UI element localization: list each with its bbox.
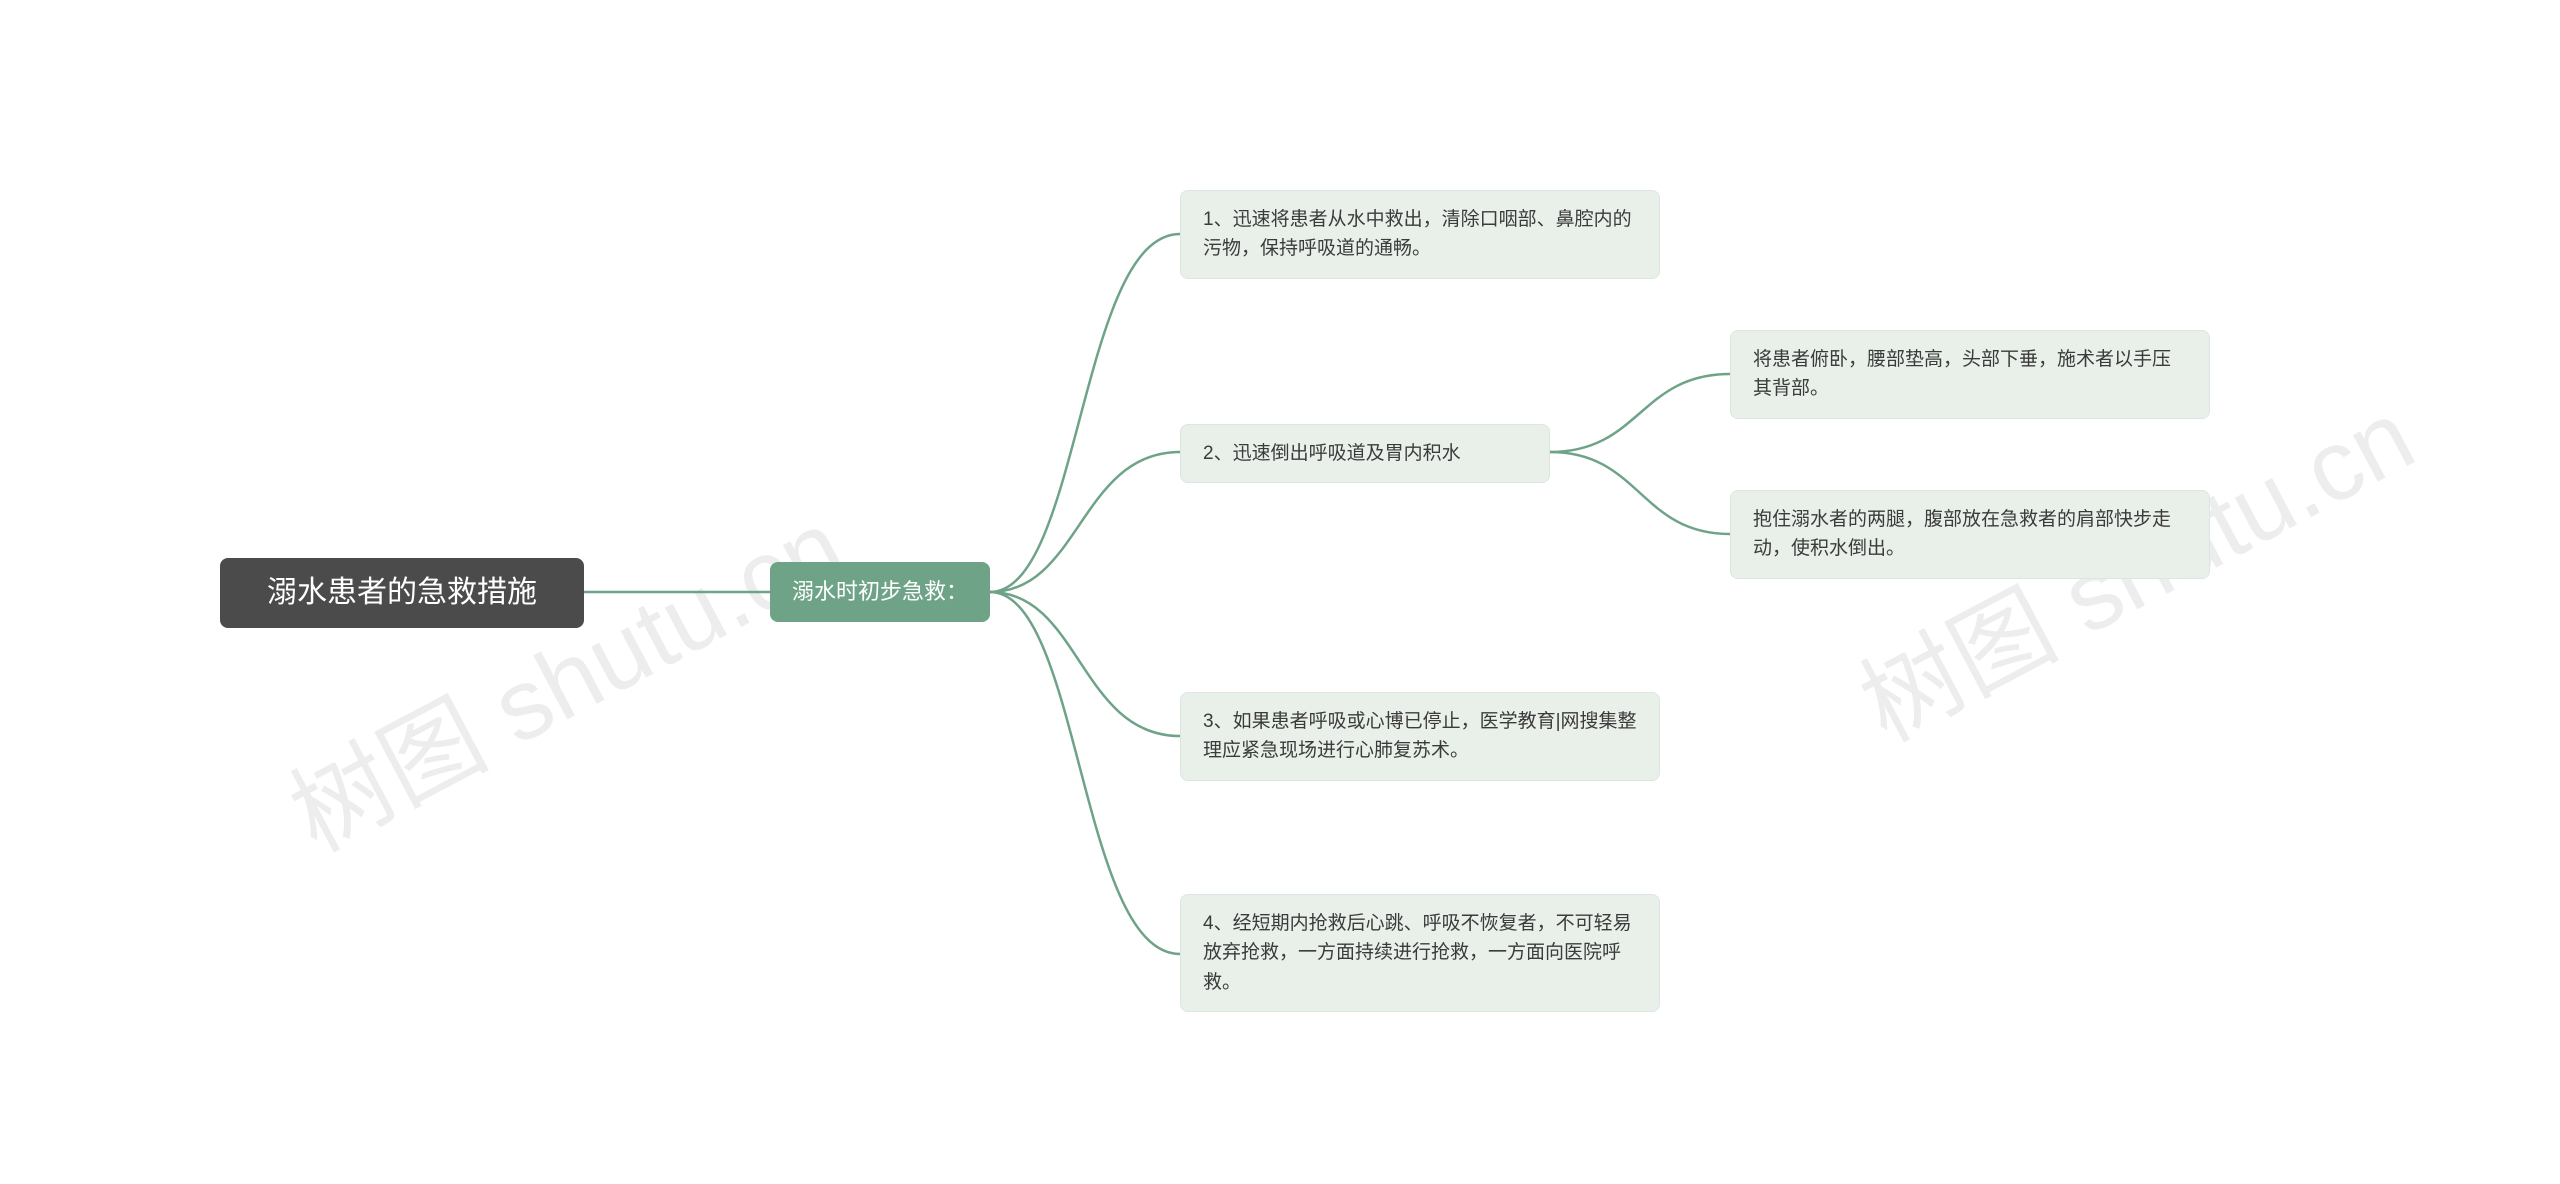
root-node[interactable]: 溺水患者的急救措施 [220,558,584,628]
node-label: 抱住溺水者的两腿，腹部放在急救者的肩部快步走动，使积水倒出。 [1753,505,2187,564]
node-label: 2、迅速倒出呼吸道及胃内积水 [1203,439,1461,468]
level2-node-3[interactable]: 3、如果患者呼吸或心博已停止，医学教育|网搜集整理应紧急现场进行心肺复苏术。 [1180,692,1660,781]
level3-node-2b[interactable]: 抱住溺水者的两腿，腹部放在急救者的肩部快步走动，使积水倒出。 [1730,490,2210,579]
level2-node-1[interactable]: 1、迅速将患者从水中救出，清除口咽部、鼻腔内的污物，保持呼吸道的通畅。 [1180,190,1660,279]
node-label: 将患者俯卧，腰部垫高，头部下垂，施术者以手压其背部。 [1753,345,2187,404]
level2-node-2[interactable]: 2、迅速倒出呼吸道及胃内积水 [1180,424,1550,483]
node-label: 4、经短期内抢救后心跳、呼吸不恢复者，不可轻易放弃抢救，一方面持续进行抢救，一方… [1203,909,1637,997]
level1-node[interactable]: 溺水时初步急救： [770,562,990,622]
mindmap-canvas: 树图 shutu.cn 树图 shutu.cn 溺水患者的急救措施 溺水时初步急… [0,0,2560,1184]
watermark: 树图 shutu.cn [261,466,864,878]
level1-label: 溺水时初步急救： [792,575,968,609]
level2-node-4[interactable]: 4、经短期内抢救后心跳、呼吸不恢复者，不可轻易放弃抢救，一方面持续进行抢救，一方… [1180,894,1660,1012]
level3-node-2a[interactable]: 将患者俯卧，腰部垫高，头部下垂，施术者以手压其背部。 [1730,330,2210,419]
node-label: 1、迅速将患者从水中救出，清除口咽部、鼻腔内的污物，保持呼吸道的通畅。 [1203,205,1637,264]
node-label: 3、如果患者呼吸或心博已停止，医学教育|网搜集整理应紧急现场进行心肺复苏术。 [1203,707,1637,766]
root-label: 溺水患者的急救措施 [267,570,537,617]
